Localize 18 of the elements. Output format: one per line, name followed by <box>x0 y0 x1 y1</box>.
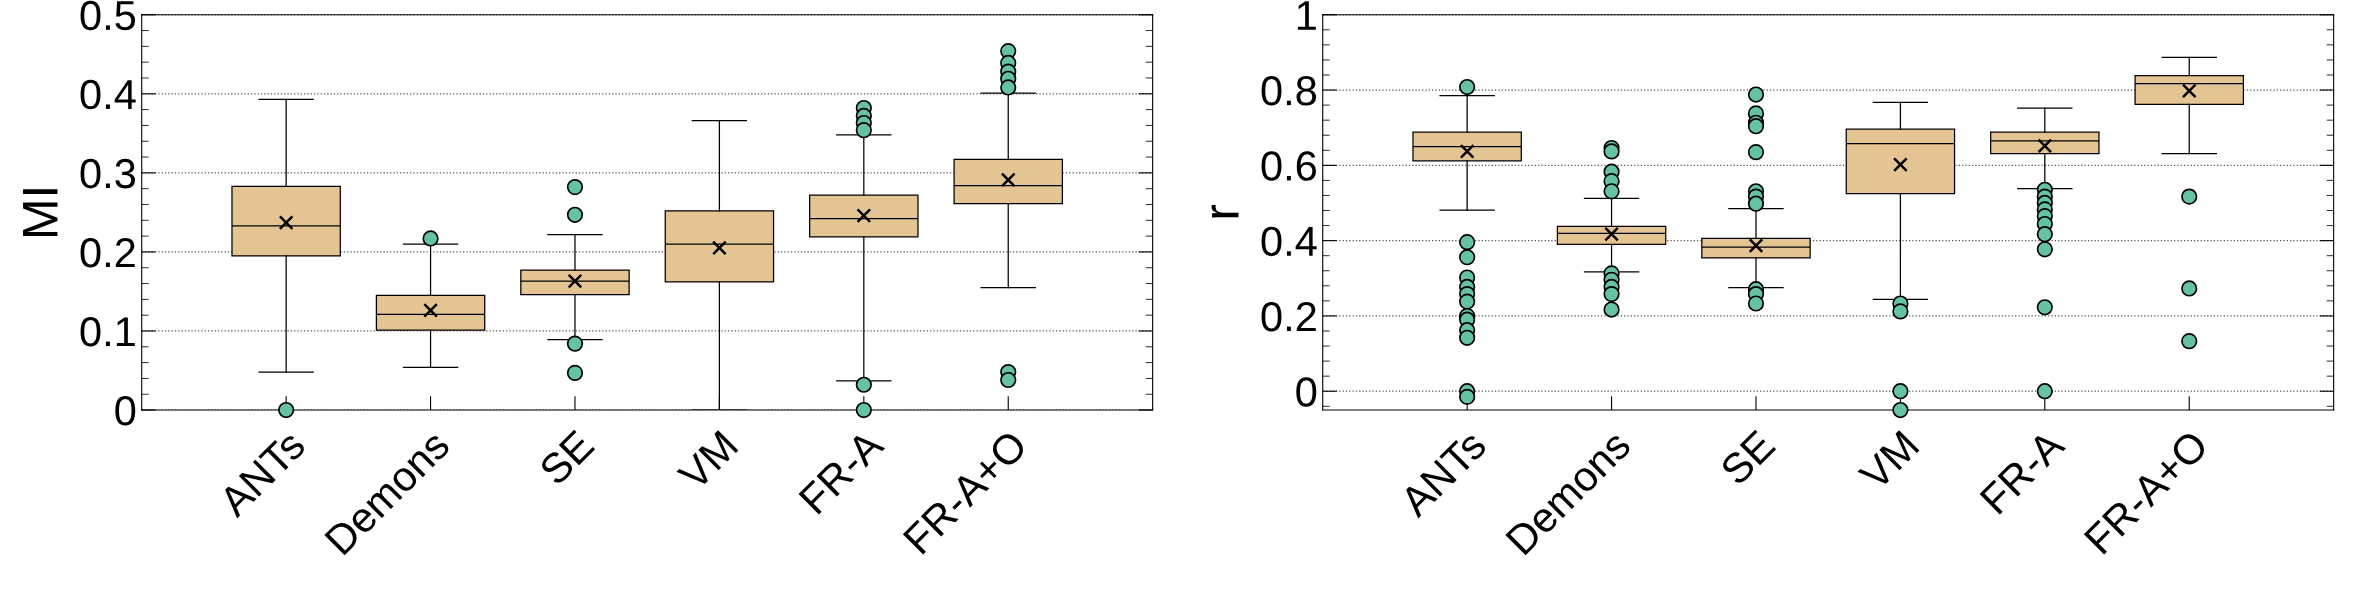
y-tick-label: 0.6 <box>1261 151 1317 181</box>
x-tick-label: VM <box>1857 430 1920 493</box>
y-tick-label: 0.5 <box>80 0 136 31</box>
y-tick-label: 0.8 <box>1261 76 1317 106</box>
y-tick-label: 0.2 <box>1261 301 1316 332</box>
y-tick-label: 0.3 <box>80 158 136 189</box>
y-tick-label: 0 <box>115 396 136 426</box>
y-tick-label: 0.4 <box>80 79 136 110</box>
y-tick-label: 0.4 <box>1261 226 1317 257</box>
y-tick-label: 0 <box>1296 377 1317 407</box>
y-axis-title: MI <box>23 189 58 237</box>
x-tick-label: SE <box>537 428 596 487</box>
y-tick-label: 0.2 <box>80 237 135 268</box>
y-tick-label: 1 <box>1297 1 1316 30</box>
y-axis-title: r <box>1211 204 1239 218</box>
x-tick-label: SE <box>1718 428 1777 487</box>
x-tick-label: VM <box>676 430 739 493</box>
y-tick-label: 0.1 <box>80 316 135 347</box>
